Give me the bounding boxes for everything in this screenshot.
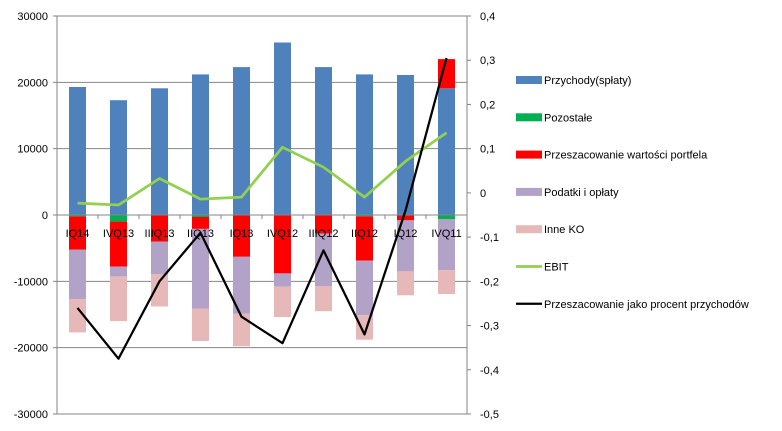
category-label: IIQ12 bbox=[351, 228, 378, 240]
legend-label: Przeszacowanie jako procent przychodów bbox=[544, 299, 749, 311]
bar-segment bbox=[151, 274, 168, 307]
bar-segment bbox=[69, 87, 86, 215]
series-lines bbox=[76, 57, 448, 360]
legend-swatch bbox=[516, 150, 542, 159]
bar-segment bbox=[397, 271, 414, 296]
bar-segment bbox=[192, 228, 209, 309]
legend-label: Przychody(spłaty) bbox=[544, 75, 631, 87]
bar-segment bbox=[356, 260, 373, 316]
bar-segment bbox=[110, 215, 127, 222]
left-tick-label: 30000 bbox=[17, 11, 48, 23]
bar-segment bbox=[397, 220, 414, 272]
bar-segment bbox=[110, 100, 127, 215]
bar-segment bbox=[110, 266, 127, 277]
legend-label: Inne KO bbox=[544, 224, 585, 236]
bar-segment bbox=[356, 74, 373, 216]
bar-segment bbox=[274, 273, 291, 287]
legend-swatch bbox=[516, 187, 542, 196]
bar-segment bbox=[315, 233, 332, 286]
bar-segment bbox=[192, 308, 209, 341]
left-tick-label: -10000 bbox=[14, 276, 48, 288]
category-label: IVQ12 bbox=[267, 228, 298, 240]
bar-segment bbox=[192, 74, 209, 216]
right-tick-label: 0,3 bbox=[480, 55, 495, 67]
right-tick-label: -0,3 bbox=[480, 321, 499, 333]
bar-segment bbox=[397, 75, 414, 215]
bar-segment bbox=[110, 276, 127, 322]
category-label: IQ14 bbox=[66, 228, 90, 240]
right-tick-label: 0,2 bbox=[480, 99, 495, 111]
bar-segment bbox=[438, 88, 455, 215]
series-line bbox=[77, 131, 448, 207]
category-label: IIIQ12 bbox=[309, 228, 339, 240]
right-tick-label: -0,1 bbox=[480, 232, 499, 244]
bar-segment bbox=[315, 215, 332, 234]
bar-segment bbox=[151, 241, 168, 274]
bar-segment bbox=[110, 221, 127, 267]
bar-segment bbox=[151, 215, 168, 242]
category-label: IIIQ13 bbox=[145, 228, 175, 240]
right-tick-label: -0,4 bbox=[480, 365, 499, 377]
legend-swatch bbox=[516, 113, 542, 122]
right-tick-label: 0 bbox=[480, 188, 486, 200]
bar-segment bbox=[233, 313, 250, 347]
left-tick-label: -30000 bbox=[14, 409, 48, 421]
left-axis-ticks: 30000 20000 10000 0 -10000 -20000 -30000 bbox=[14, 11, 48, 421]
bar-segment bbox=[69, 215, 86, 217]
axes bbox=[53, 15, 471, 415]
category-label: IVQ13 bbox=[103, 228, 134, 240]
right-tick-label: 0,4 bbox=[480, 11, 495, 23]
right-tick-label: -0,5 bbox=[480, 409, 499, 421]
bar-segment bbox=[315, 67, 332, 215]
bar-segment bbox=[233, 67, 250, 215]
bar-segment bbox=[438, 270, 455, 294]
right-tick-label: 0,1 bbox=[480, 144, 495, 156]
legend-label: Pozostałe bbox=[544, 112, 592, 124]
bar-segment bbox=[192, 217, 209, 229]
legend-swatch bbox=[516, 225, 542, 234]
bar-segment bbox=[69, 249, 86, 300]
category-label: IQ13 bbox=[230, 228, 254, 240]
bar-segment bbox=[315, 286, 332, 312]
bar-segment bbox=[356, 215, 373, 217]
bar-segment bbox=[69, 299, 86, 333]
bar-segment bbox=[192, 215, 209, 217]
bar-segment bbox=[438, 219, 455, 271]
bar-segment bbox=[356, 216, 373, 261]
legend: Przychody(spłaty) Pozostałe Przeszacowanie… bbox=[516, 75, 749, 311]
bar-segment bbox=[397, 215, 414, 221]
bar-stacks bbox=[69, 42, 455, 347]
legend-swatch bbox=[516, 76, 542, 84]
category-label: IVQ11 bbox=[431, 228, 461, 240]
bar-segment bbox=[274, 286, 291, 318]
legend-label: Przeszacowanie wartości portfela bbox=[544, 150, 708, 162]
right-axis-ticks: 0,4 0,3 0,2 0,1 0 -0,1 -0,2 -0,3 -0,4 -0,5 bbox=[480, 11, 499, 421]
left-tick-label: 20000 bbox=[17, 77, 48, 89]
bar-segment bbox=[233, 256, 250, 314]
bar-segment bbox=[151, 88, 168, 215]
bar-segment bbox=[438, 215, 455, 219]
bar-segment bbox=[274, 215, 291, 274]
right-tick-label: -0,2 bbox=[480, 276, 499, 288]
bar-segment bbox=[233, 215, 250, 257]
bar-segment bbox=[274, 42, 291, 215]
left-tick-label: -20000 bbox=[14, 343, 48, 355]
series-line bbox=[76, 57, 448, 360]
left-tick-label: 10000 bbox=[17, 144, 48, 156]
legend-label: EBIT bbox=[544, 262, 569, 274]
left-tick-label: 0 bbox=[42, 210, 48, 222]
legend-label: Podatki i opłaty bbox=[544, 187, 619, 199]
bar-segment bbox=[69, 216, 86, 250]
bar-segment bbox=[438, 59, 455, 89]
